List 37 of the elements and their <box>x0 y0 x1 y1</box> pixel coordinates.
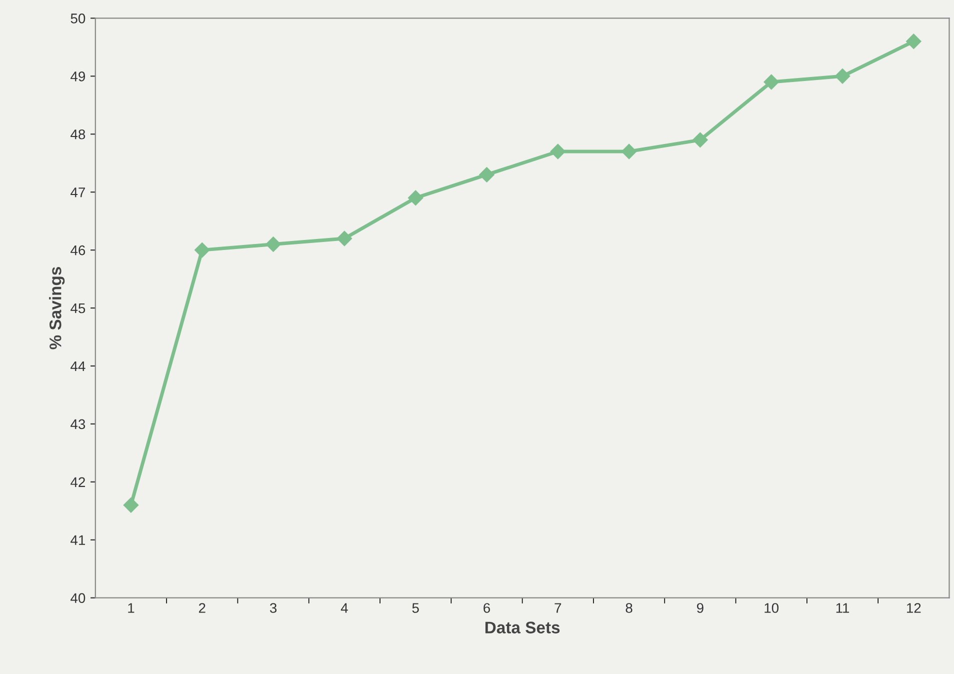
x-tick-label: 6 <box>484 603 490 613</box>
x-tick-label: 9 <box>696 603 704 613</box>
y-tick-label: 50 <box>70 14 86 24</box>
y-tick-label: 44 <box>70 361 86 372</box>
y-tick-label: 46 <box>70 245 86 256</box>
x-tick-label: 8 <box>626 603 632 613</box>
point <box>408 190 424 206</box>
y-tick-label: 42 <box>70 477 85 487</box>
point <box>336 230 352 246</box>
y-axis-title: % Savings <box>49 267 65 350</box>
x-tick-label: 7 <box>554 603 562 613</box>
y-tick-label: 40 <box>70 593 86 604</box>
point <box>194 242 210 258</box>
y-tick-label: 41 <box>70 535 85 545</box>
x-axis-title: Data Sets <box>485 622 560 634</box>
y-tick-label: 47 <box>70 188 85 198</box>
x-tick-label: 3 <box>270 603 277 613</box>
point <box>834 68 850 84</box>
point <box>123 498 139 513</box>
x-tick-label: 5 <box>412 603 419 613</box>
x-tick-label: 12 <box>906 603 921 613</box>
y-tick-label: 45 <box>70 303 86 314</box>
point <box>764 74 779 90</box>
point <box>550 144 566 160</box>
point <box>621 144 637 160</box>
x-tick-label: 1 <box>128 603 134 613</box>
x-tick-label: 10 <box>764 603 779 613</box>
point <box>906 34 922 49</box>
y-tick-label: 48 <box>70 129 86 140</box>
y-tick-label: 49 <box>70 71 86 82</box>
x-tick-label: 11 <box>836 603 850 613</box>
point <box>266 236 281 252</box>
x-tick-label: 2 <box>198 603 206 613</box>
x-tick-label: 4 <box>340 603 348 613</box>
point <box>692 132 708 148</box>
y-tick-label: 43 <box>70 419 86 430</box>
point <box>479 167 494 182</box>
